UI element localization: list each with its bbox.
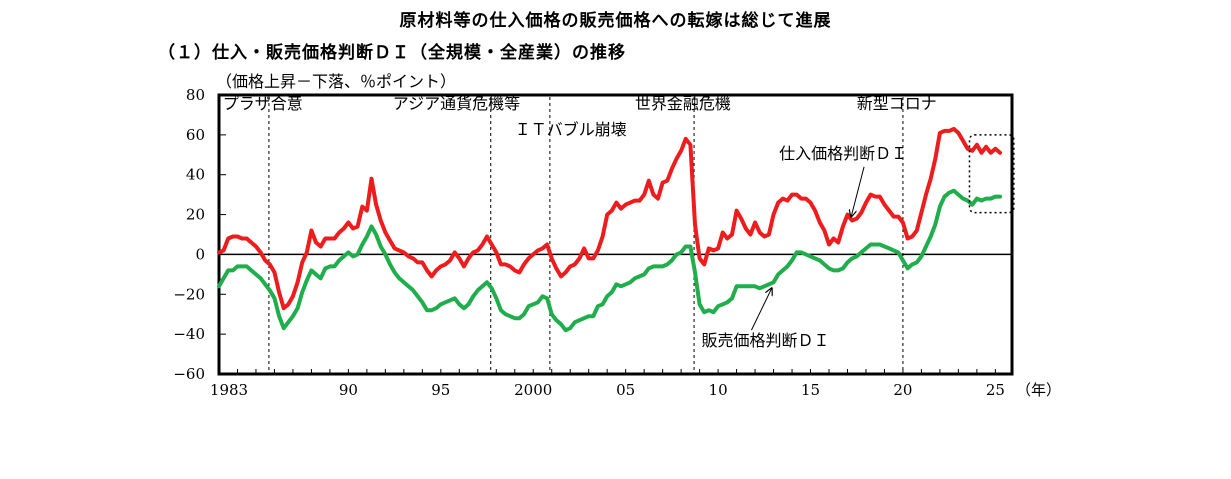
y-tick-label: −40 — [173, 325, 205, 343]
event-label: 世界金融危機 — [635, 94, 731, 113]
y-tick-label: 20 — [186, 206, 205, 224]
series-line — [217, 126, 1002, 311]
event-label: アジア通貨危機等 — [393, 94, 520, 113]
x-tick-label: 20 — [893, 381, 912, 399]
y-tick-label: 80 — [186, 86, 205, 104]
annotation-arrow — [751, 288, 771, 331]
event-label: ＩＴバブル崩壊 — [515, 120, 627, 139]
y-tick-label: 0 — [195, 245, 205, 263]
x-tick-label: 95 — [431, 381, 450, 399]
y-axis-unit: （価格上昇－下落、％ポイント） — [216, 72, 457, 91]
y-tick-label: −20 — [173, 285, 205, 303]
y-tick-label: 60 — [186, 126, 205, 144]
series-annotation: 仕入価格判断ＤＩ — [779, 144, 907, 163]
x-tick-label: 05 — [616, 381, 635, 399]
event-label: プラザ合意 — [223, 94, 303, 113]
chart-title: 原材料等の仕入価格の販売価格への転嫁は総じて進展 — [399, 11, 832, 31]
plot-frame — [217, 93, 1014, 376]
y-tick-label: −60 — [173, 365, 205, 383]
x-tick-label: 15 — [801, 381, 820, 399]
x-tick-label: 10 — [709, 381, 728, 399]
x-tick-label: 25 — [986, 381, 1005, 399]
series-annotation: 販売価格判断ＤＩ — [701, 331, 829, 350]
chart-subtitle: （１）仕入・販売価格判断ＤＩ（全規模・全産業）の推移 — [158, 43, 626, 63]
x-tick-label: 1983 — [210, 381, 248, 399]
y-tick-label: 40 — [186, 166, 205, 184]
series-line — [217, 188, 1002, 333]
x-tick-label: 2000 — [514, 381, 552, 399]
highlight-box — [968, 134, 1015, 214]
x-tick-label: 90 — [339, 381, 358, 399]
annotation-arrow — [851, 166, 865, 217]
x-axis-unit: （年） — [1016, 381, 1061, 399]
event-label: 新型コロナ — [857, 94, 937, 113]
